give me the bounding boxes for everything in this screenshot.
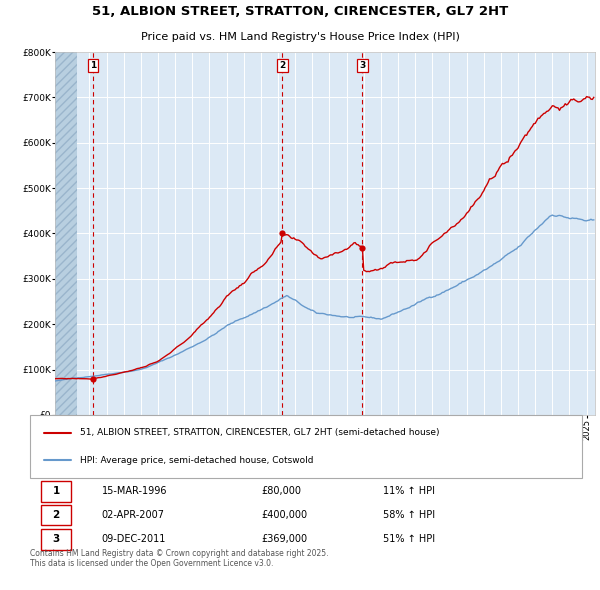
Text: 51, ALBION STREET, STRATTON, CIRENCESTER, GL7 2HT (semi-detached house): 51, ALBION STREET, STRATTON, CIRENCESTER…: [80, 428, 439, 437]
Text: £400,000: £400,000: [262, 510, 308, 520]
Text: 15-MAR-1996: 15-MAR-1996: [102, 486, 167, 496]
Text: £80,000: £80,000: [262, 486, 302, 496]
FancyBboxPatch shape: [41, 504, 71, 525]
Text: 3: 3: [359, 61, 365, 70]
Text: 58% ↑ HPI: 58% ↑ HPI: [383, 510, 436, 520]
Text: 51, ALBION STREET, STRATTON, CIRENCESTER, GL7 2HT: 51, ALBION STREET, STRATTON, CIRENCESTER…: [92, 5, 508, 18]
Text: 09-DEC-2011: 09-DEC-2011: [102, 535, 166, 545]
Text: £369,000: £369,000: [262, 535, 308, 545]
Text: 2: 2: [53, 510, 60, 520]
Text: 2: 2: [279, 61, 286, 70]
Bar: [55, 52, 77, 415]
FancyBboxPatch shape: [41, 529, 71, 550]
Text: 11% ↑ HPI: 11% ↑ HPI: [383, 486, 435, 496]
FancyBboxPatch shape: [41, 481, 71, 502]
Text: 3: 3: [53, 535, 60, 545]
Text: 02-APR-2007: 02-APR-2007: [102, 510, 165, 520]
Text: HPI: Average price, semi-detached house, Cotswold: HPI: Average price, semi-detached house,…: [80, 456, 313, 465]
Text: 1: 1: [53, 486, 60, 496]
Text: Price paid vs. HM Land Registry's House Price Index (HPI): Price paid vs. HM Land Registry's House …: [140, 32, 460, 42]
Text: 51% ↑ HPI: 51% ↑ HPI: [383, 535, 436, 545]
Text: 1: 1: [90, 61, 96, 70]
FancyBboxPatch shape: [30, 415, 582, 478]
Text: Contains HM Land Registry data © Crown copyright and database right 2025.
This d: Contains HM Land Registry data © Crown c…: [30, 549, 329, 568]
